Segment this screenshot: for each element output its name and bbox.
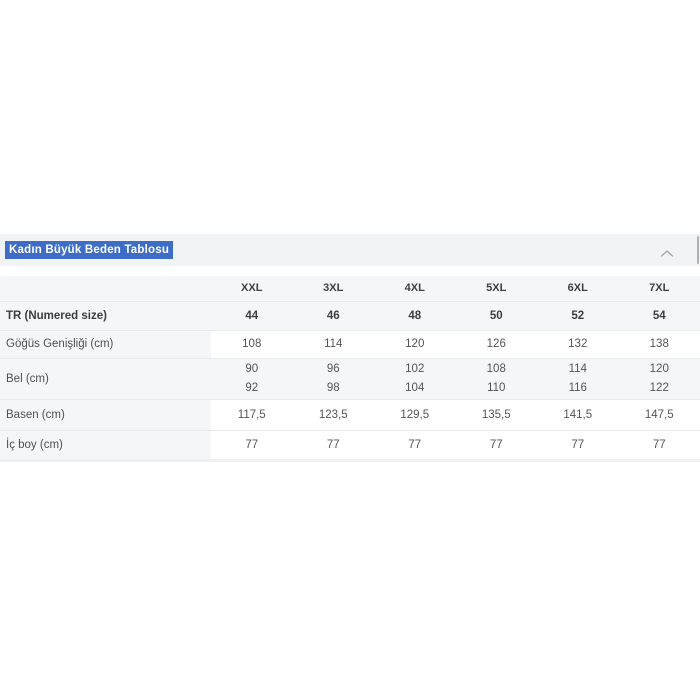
table-row: Bel (cm) 90 92 96 98 102 104 108 110 114 116 1… [0,359,700,400]
table-cell: 77 [618,431,700,459]
table-cell: 129,5 [374,400,456,430]
scrollbar-thumb[interactable] [697,236,699,264]
table-cell: 77 [374,431,456,459]
row-label: Basen (cm) [6,408,65,421]
column-header: 7XL [649,282,670,294]
table-row: Göğüs Genişliği (cm) 108 114 120 126 132 138 [0,331,700,359]
table-cell: 77 [537,431,619,459]
column-header: 5XL [486,282,507,294]
table-cell: 77 [292,431,374,459]
column-header: 3XL [323,282,344,294]
column-header: 4XL [404,282,425,294]
table-cell: 77 [211,431,293,459]
header-label-spacer [0,276,211,301]
table-cell: 147,5 [618,400,700,430]
table-cell: 114 116 [568,363,587,394]
table-cell: 108 110 [486,363,506,394]
table-cell: 132 [537,331,619,358]
table-cell: 46 [326,309,340,322]
table-cell: 126 [455,331,537,358]
table-cell: 48 [408,309,422,322]
row-label: TR (Numered size) [6,309,107,322]
table-cell: 102 104 [405,363,425,394]
row-label: Bel (cm) [6,372,49,385]
column-header: XXL [241,282,263,294]
column-header: 6XL [567,282,588,294]
table-cell: 120 [374,331,456,358]
chevron-up-icon[interactable] [660,249,674,258]
size-table-accordion-header[interactable]: Kadın Büyük Beden Tablosu [0,234,700,266]
row-label: Göğüs Genişliği (cm) [6,338,114,350]
table-row: TR (Numered size) 44 46 48 50 52 54 [0,302,700,331]
table-cell: 54 [652,309,666,322]
table-cell: 141,5 [537,400,619,430]
table-cell: 114 [292,331,374,358]
table-cell: 44 [245,309,259,322]
table-cell: 123,5 [292,400,374,430]
row-label: İç boy (cm) [6,438,63,451]
table-cell: 52 [571,309,585,322]
accordion-title: Kadın Büyük Beden Tablosu [5,241,174,259]
table-cell: 77 [455,431,537,459]
table-row: Basen (cm) 117,5 123,5 129,5 135,5 141,5 147,5 [0,400,700,431]
table-cell: 108 [211,331,293,358]
table-cell: 90 92 [245,363,259,394]
table-cell: 117,5 [211,400,293,430]
table-cell: 135,5 [455,400,537,430]
table-cell: 120 122 [649,363,669,394]
table-cell: 138 [618,331,700,358]
table-cell: 50 [489,309,503,322]
table-row: İç boy (cm) 77 77 77 77 77 77 [0,431,700,459]
size-table: XXL 3XL 4XL 5XL 6XL 7XL TR (Numered size) 44 46 4… [0,276,700,462]
table-cell: 96 98 [326,363,340,394]
table-header-row: XXL 3XL 4XL 5XL 6XL 7XL [0,276,700,302]
